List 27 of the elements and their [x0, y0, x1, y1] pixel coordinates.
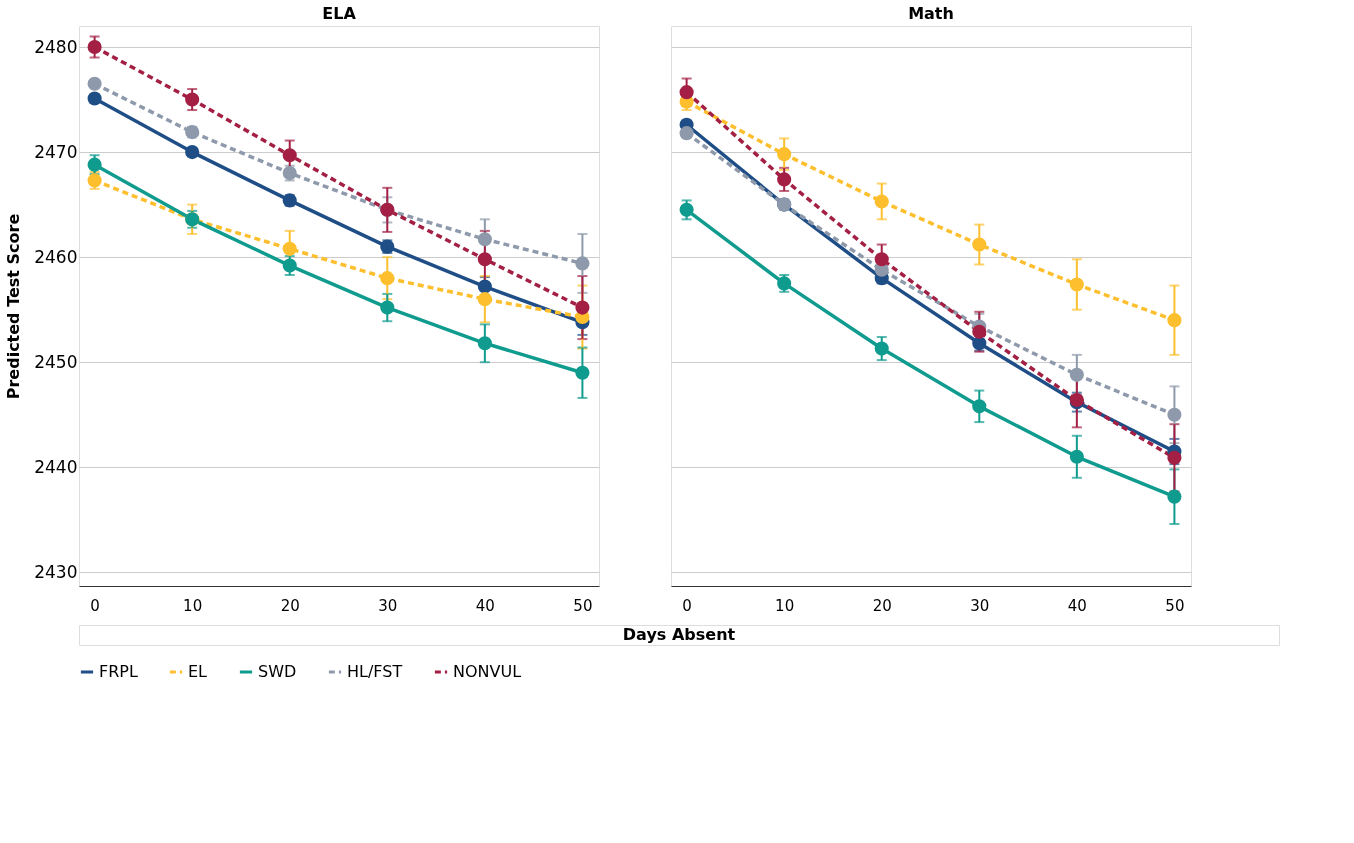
x-tick-label: 0 [682, 596, 692, 615]
x-tick-label: 10 [775, 596, 795, 615]
y-axis-title: Predicted Test Score [4, 213, 24, 400]
x-tick-label: 0 [90, 596, 100, 615]
chart-title: Math [908, 4, 954, 23]
x-tick-label: 20 [280, 596, 300, 615]
y-tick-label: 2430 [34, 561, 78, 582]
x-tick-label: 40 [475, 596, 495, 615]
x-tick-label: 50 [1165, 596, 1185, 615]
legend-label: FRPL [99, 662, 138, 681]
legend-label: HL/FST [347, 662, 403, 681]
x-tick-label: 40 [1067, 596, 1087, 615]
x-tick-label: 50 [573, 596, 593, 615]
y-tick-label: 2440 [34, 456, 78, 477]
y-tick-label: 2460 [34, 246, 78, 267]
x-tick-label: 30 [970, 596, 990, 615]
x-axis-title: Days Absent [622, 625, 736, 644]
x-tick-label: 30 [378, 596, 398, 615]
legend-label: SWD [258, 662, 297, 681]
legend-label: EL [188, 662, 208, 681]
x-tick-label: 10 [183, 596, 203, 615]
x-tick-label: 20 [872, 596, 892, 615]
chart-title: ELA [322, 4, 357, 23]
y-tick-label: 2470 [34, 141, 78, 162]
y-tick-label: 2450 [34, 351, 78, 372]
legend-label: NONVUL [453, 662, 522, 681]
y-tick-label: 2480 [34, 36, 78, 57]
